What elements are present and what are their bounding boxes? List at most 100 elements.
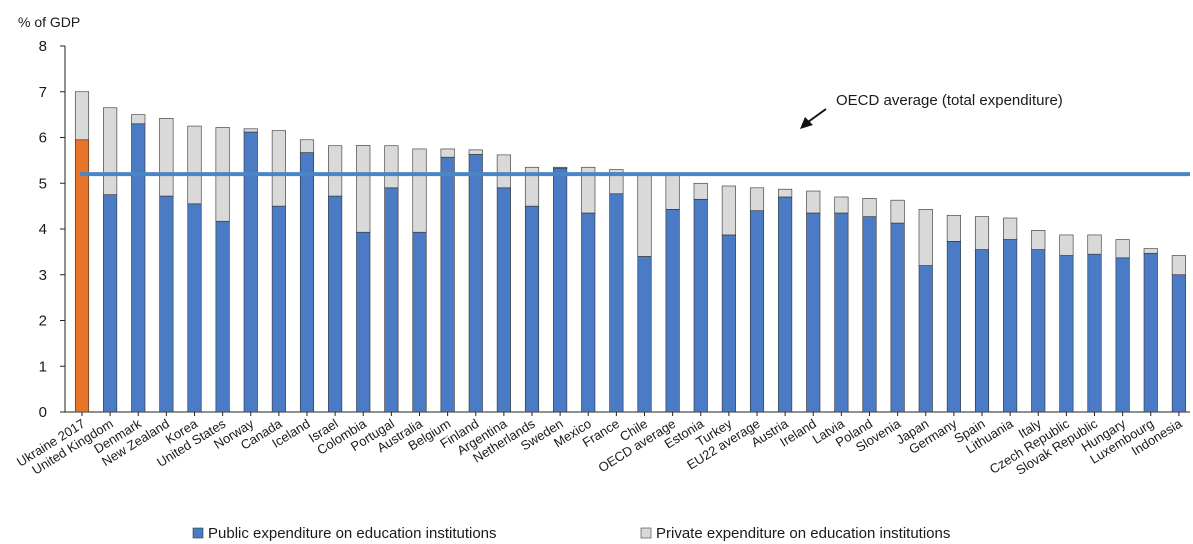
bar-public bbox=[1143, 252, 1158, 413]
bar-public bbox=[271, 205, 286, 413]
bar-private bbox=[749, 187, 765, 211]
bar-public bbox=[74, 139, 90, 413]
bar-public bbox=[215, 220, 230, 413]
bar-public bbox=[468, 154, 483, 413]
bar-private bbox=[834, 196, 849, 214]
bar-private bbox=[721, 185, 736, 236]
bar-private bbox=[468, 149, 483, 155]
bar-public bbox=[806, 212, 821, 413]
bar-public bbox=[440, 156, 455, 413]
bar-private bbox=[524, 166, 540, 207]
y-unit-label: % of GDP bbox=[18, 14, 80, 30]
bar-private bbox=[271, 130, 286, 207]
bar-private bbox=[918, 209, 933, 266]
y-tick-label: 4 bbox=[39, 221, 47, 238]
y-axis: 0 1 2 3 4 5 6 7 8 bbox=[39, 38, 66, 421]
bar-public bbox=[299, 152, 315, 413]
legend-label-private: Private expenditure on education institu… bbox=[656, 525, 950, 542]
bar-private bbox=[384, 145, 399, 189]
bar-private bbox=[356, 144, 371, 233]
bar-public bbox=[524, 205, 540, 413]
bar-private bbox=[1031, 230, 1046, 250]
bar-public bbox=[1059, 255, 1074, 413]
bar-private bbox=[806, 190, 821, 214]
bar-private bbox=[974, 216, 990, 250]
y-tick-label: 8 bbox=[39, 38, 47, 55]
bar-private bbox=[496, 154, 511, 189]
bar-public bbox=[749, 210, 765, 413]
y-tick-label: 7 bbox=[39, 84, 47, 101]
bar-public bbox=[918, 265, 933, 413]
bar-private bbox=[637, 173, 652, 257]
legend-swatch-public bbox=[192, 527, 204, 539]
bar-private bbox=[581, 166, 596, 214]
bar-public bbox=[159, 195, 174, 413]
bar-private bbox=[1171, 255, 1186, 276]
bar-public bbox=[693, 198, 708, 413]
annotation-group: OECD average (total expenditure) bbox=[800, 92, 1063, 129]
bar-private bbox=[1115, 239, 1130, 259]
bar-private bbox=[103, 107, 118, 195]
annotation-arrowhead bbox=[800, 117, 813, 129]
bar-public bbox=[131, 123, 146, 413]
bar-private bbox=[553, 166, 568, 169]
annotation-arrow-shaft bbox=[807, 108, 827, 123]
bar-private bbox=[187, 125, 202, 205]
bar-private bbox=[131, 114, 146, 125]
legend: Public expenditure on education institut… bbox=[192, 525, 950, 542]
bar-public bbox=[384, 187, 399, 413]
bar-public bbox=[665, 209, 680, 413]
bar-public bbox=[974, 249, 990, 413]
bar-private bbox=[1059, 234, 1074, 256]
bar-public bbox=[637, 256, 652, 413]
y-tick-label: 0 bbox=[39, 404, 47, 421]
y-tick-label: 1 bbox=[39, 358, 47, 375]
bar-private bbox=[243, 128, 258, 133]
bars bbox=[74, 91, 1186, 416]
bar-private bbox=[159, 117, 174, 197]
y-tick-label: 3 bbox=[39, 267, 47, 284]
bar-public bbox=[862, 216, 877, 413]
bar-public bbox=[1087, 253, 1102, 413]
bar-private bbox=[778, 188, 793, 198]
bar-public bbox=[356, 231, 371, 413]
bar-public bbox=[187, 203, 202, 413]
legend-label-public: Public expenditure on education institut… bbox=[208, 525, 497, 542]
bar-private bbox=[440, 148, 455, 158]
bar-public bbox=[1115, 257, 1130, 413]
bar-private bbox=[412, 148, 427, 233]
bar-private bbox=[328, 145, 343, 197]
bar-private bbox=[299, 139, 315, 153]
bar-public bbox=[1031, 249, 1046, 413]
bar-public bbox=[890, 222, 905, 413]
bar-private bbox=[74, 91, 90, 141]
bar-public bbox=[581, 212, 596, 413]
bar-public bbox=[496, 187, 511, 413]
bar-public bbox=[103, 194, 118, 413]
bar-private bbox=[665, 173, 680, 210]
bar-public bbox=[721, 234, 736, 413]
bar-public bbox=[778, 196, 793, 413]
y-tick-label: 2 bbox=[39, 313, 47, 330]
bar-public bbox=[834, 212, 849, 413]
bar-public bbox=[946, 241, 961, 413]
bar-private bbox=[1143, 248, 1158, 254]
bar-public bbox=[553, 167, 568, 413]
bar-public bbox=[412, 231, 427, 413]
bar-private bbox=[946, 214, 961, 242]
bar-public bbox=[328, 195, 343, 413]
bar-private bbox=[693, 182, 708, 200]
bar-private bbox=[890, 199, 905, 224]
annotation-text: OECD average (total expenditure) bbox=[836, 92, 1063, 109]
y-tick-label: 6 bbox=[39, 130, 47, 147]
bar-private bbox=[1003, 217, 1018, 240]
bar-private bbox=[1087, 234, 1102, 255]
bar-public bbox=[1171, 274, 1186, 413]
legend-swatch-private bbox=[640, 527, 652, 539]
bar-private bbox=[862, 198, 877, 217]
bar-public bbox=[609, 193, 624, 413]
y-tick-label: 5 bbox=[39, 175, 47, 192]
